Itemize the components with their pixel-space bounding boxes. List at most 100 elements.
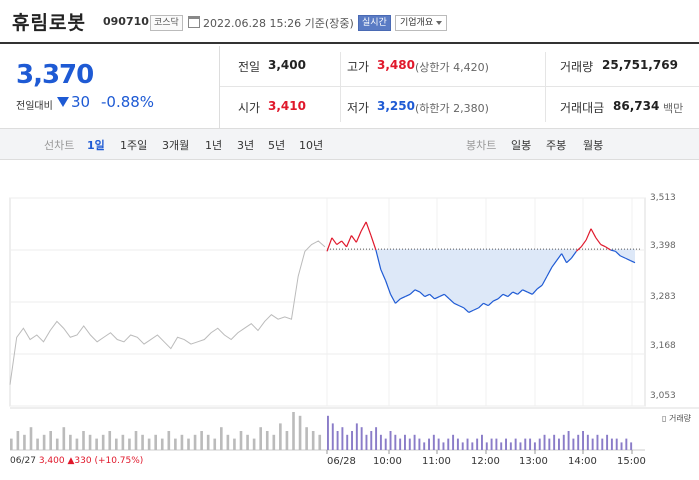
volume-bar-today — [485, 442, 488, 450]
today-line-segment — [541, 275, 548, 286]
volume-bar-today — [428, 438, 430, 450]
tab-1w[interactable]: 1주일 — [120, 139, 148, 152]
volume-bar-today — [591, 438, 594, 450]
today-line-segment — [620, 255, 626, 259]
tab-daily[interactable]: 일봉 — [511, 139, 532, 152]
volume-label: 거래량 — [560, 60, 594, 74]
volume-bar-today — [346, 434, 349, 450]
volume-bar-today — [625, 438, 628, 450]
tab-3m[interactable]: 3개월 — [162, 139, 190, 152]
volume-bar-today — [437, 438, 440, 450]
today-line-segment — [400, 296, 406, 300]
amount-label: 거래대금 — [560, 101, 605, 115]
market-badge: 코스닥 — [150, 15, 183, 31]
today-line-segment — [380, 269, 387, 281]
prev-close-value: 3,400 — [268, 58, 306, 72]
today-line-segment — [585, 228, 592, 241]
volume-bar-today — [615, 438, 618, 450]
volume-bar-today — [543, 434, 546, 450]
volume-bar-today — [379, 434, 382, 450]
volume-bar-prev — [292, 412, 295, 450]
volume-legend-label: 거래량 — [668, 414, 692, 423]
volume-bar-today — [495, 438, 498, 450]
realtime-button[interactable]: 실시간 — [358, 15, 391, 31]
volume-bar-prev — [36, 438, 39, 450]
volume-bar-today — [442, 442, 445, 450]
high-value: 3,480 — [377, 58, 415, 72]
volume-bar-prev — [115, 438, 118, 450]
today-line-segment — [360, 221, 367, 232]
tab-10y[interactable]: 10년 — [299, 139, 324, 152]
today-line-segment — [434, 296, 440, 300]
x-tick-label: 15:00 — [617, 456, 646, 467]
volume-bar-today — [519, 442, 522, 450]
volume-bar-prev — [174, 438, 177, 450]
company-info-dropdown[interactable]: 기업개요 — [395, 15, 448, 31]
tab-3y[interactable]: 3년 — [237, 139, 255, 152]
y-tick-label: 3,168 — [650, 341, 676, 351]
x-tick-label: 14:00 — [568, 456, 597, 467]
volume-bar-today — [331, 423, 334, 450]
divider — [340, 52, 341, 122]
volume-bar-prev — [101, 434, 105, 450]
volume-bar-prev — [220, 427, 223, 450]
today-line-segment — [355, 230, 362, 243]
candle-chart-label: 봉차트 — [466, 139, 497, 152]
y-tick-label: 3,398 — [650, 241, 676, 251]
volume-bar-today — [490, 438, 493, 450]
prev-day-change: ▲330 — [67, 456, 92, 466]
today-line-segment — [375, 249, 382, 270]
tab-1d[interactable]: 1일 — [87, 139, 105, 152]
volume-bar-today — [524, 438, 527, 450]
volume-bar-today — [620, 442, 623, 450]
tab-5y[interactable]: 5년 — [268, 139, 286, 152]
tab-weekly[interactable]: 주봉 — [546, 139, 567, 152]
volume-bar-prev — [141, 434, 144, 450]
volume-bar-prev — [75, 438, 79, 450]
tab-monthly[interactable]: 월봉 — [583, 139, 604, 152]
today-line-segment — [551, 260, 558, 268]
volume-bar-today — [375, 427, 378, 450]
today-line-segment — [453, 302, 460, 307]
today-line-segment — [527, 291, 533, 295]
below-baseline-area — [327, 249, 635, 313]
volume-bar-today — [413, 434, 416, 450]
volume-bar-today — [355, 423, 358, 450]
volume-bar-prev — [69, 434, 72, 450]
today-line-segment — [350, 235, 357, 243]
today-line-segment — [629, 259, 636, 264]
chevron-down-icon — [436, 20, 443, 25]
calendar-icon — [188, 16, 200, 28]
prev-day-info: 06/27 3,400 ▲330 (+10.75%) — [10, 456, 143, 466]
today-line-segment — [404, 293, 411, 298]
quote-row: 전일 3,400 고가 3,480 (상한가 4,420) 거래량 25,751… — [220, 46, 699, 87]
volume-bar-today — [514, 438, 517, 450]
amount-value: 86,734 — [613, 99, 660, 113]
current-price: 3,370 — [16, 60, 94, 90]
open-label: 시가 — [238, 101, 261, 115]
volume-bar-prev — [246, 434, 249, 450]
volume-bar-today — [447, 438, 450, 450]
today-line-segment — [536, 284, 543, 290]
tab-1y[interactable]: 1년 — [205, 139, 223, 152]
volume-bar-today — [548, 438, 551, 450]
volume-bar-prev — [239, 431, 243, 450]
today-line-segment — [570, 251, 577, 259]
price-summary: 3,370 전일대비 30 -0.88% — [0, 46, 220, 128]
volume-bar-prev — [95, 438, 98, 450]
volume-bar-prev — [160, 438, 164, 450]
today-line-segment — [429, 293, 435, 300]
volume-bar-prev — [108, 431, 112, 450]
volume-bar-today — [384, 438, 387, 450]
volume-bar-today — [529, 438, 532, 450]
volume-bar-today — [567, 431, 570, 450]
prev-day-close: 3,400 — [38, 456, 65, 466]
y-tick-label: 3,513 — [650, 193, 676, 203]
volume-bar-today — [586, 434, 589, 450]
today-line-segment — [414, 289, 421, 293]
volume-bar-prev — [180, 434, 184, 450]
today-line-segment — [580, 239, 587, 248]
today-line-segment — [336, 240, 343, 246]
price-chart[interactable] — [0, 160, 699, 480]
volume-legend: ▯ 거래량 — [662, 414, 692, 423]
